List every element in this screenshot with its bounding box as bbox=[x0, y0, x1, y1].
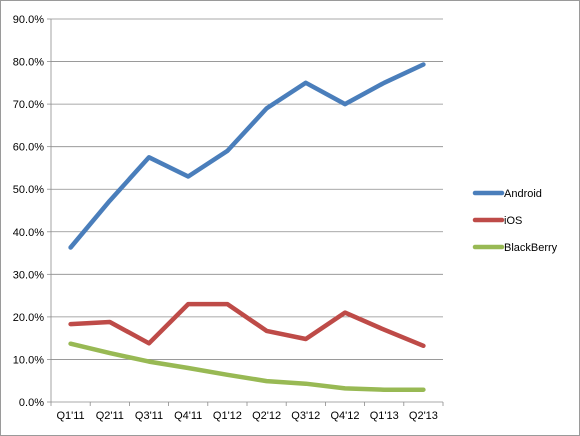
x-tick-label: Q4'12 bbox=[330, 410, 359, 422]
y-tick-label: 50.0% bbox=[13, 184, 44, 196]
y-tick-label: 60.0% bbox=[13, 142, 44, 154]
x-tick-label: Q1'13 bbox=[370, 410, 399, 422]
series-line-ios bbox=[68, 301, 426, 349]
legend: Android iOS BlackBerry bbox=[472, 188, 558, 254]
legend-label-blackberry: BlackBerry bbox=[504, 242, 558, 254]
gridlines bbox=[51, 18, 443, 360]
y-tick-label: 80.0% bbox=[13, 57, 44, 69]
x-tick-label: Q3'12 bbox=[291, 410, 320, 422]
series-lines bbox=[68, 62, 426, 392]
legend-label-ios: iOS bbox=[504, 215, 522, 227]
y-tick-label: 30.0% bbox=[13, 269, 44, 281]
y-tick-label: 10.0% bbox=[13, 354, 44, 366]
y-tick-label: 70.0% bbox=[13, 99, 44, 111]
x-axis-tick-labels: Q1'11 Q2'11 Q3'11 Q4'11 Q1'12 Q2'12 Q3'12 Q4'12… bbox=[56, 410, 437, 422]
y-axis-tick-labels: 0.0% 10.0% 20.0% 30.0% 40.0% 50.0% 60.0% 70.0% 8… bbox=[13, 14, 44, 409]
x-tick-label: Q1'11 bbox=[56, 410, 84, 422]
y-tick-label: 0.0% bbox=[19, 397, 44, 409]
x-tick-label: Q1'12 bbox=[213, 410, 242, 422]
y-tick-label: 40.0% bbox=[13, 227, 44, 239]
x-tick-label: Q3'11 bbox=[135, 410, 163, 422]
legend-label-android: Android bbox=[504, 188, 542, 200]
x-tick-label: Q2'13 bbox=[409, 410, 438, 422]
x-tick-label: Q2'11 bbox=[96, 410, 124, 422]
series-line-blackberry bbox=[68, 341, 426, 392]
series-line-android bbox=[68, 62, 426, 250]
axes bbox=[47, 18, 444, 406]
y-tick-label: 90.0% bbox=[13, 14, 44, 26]
y-tick-label: 20.0% bbox=[13, 312, 44, 324]
x-tick-label: Q4'11 bbox=[174, 410, 202, 422]
x-tick-label: Q2'12 bbox=[252, 410, 281, 422]
